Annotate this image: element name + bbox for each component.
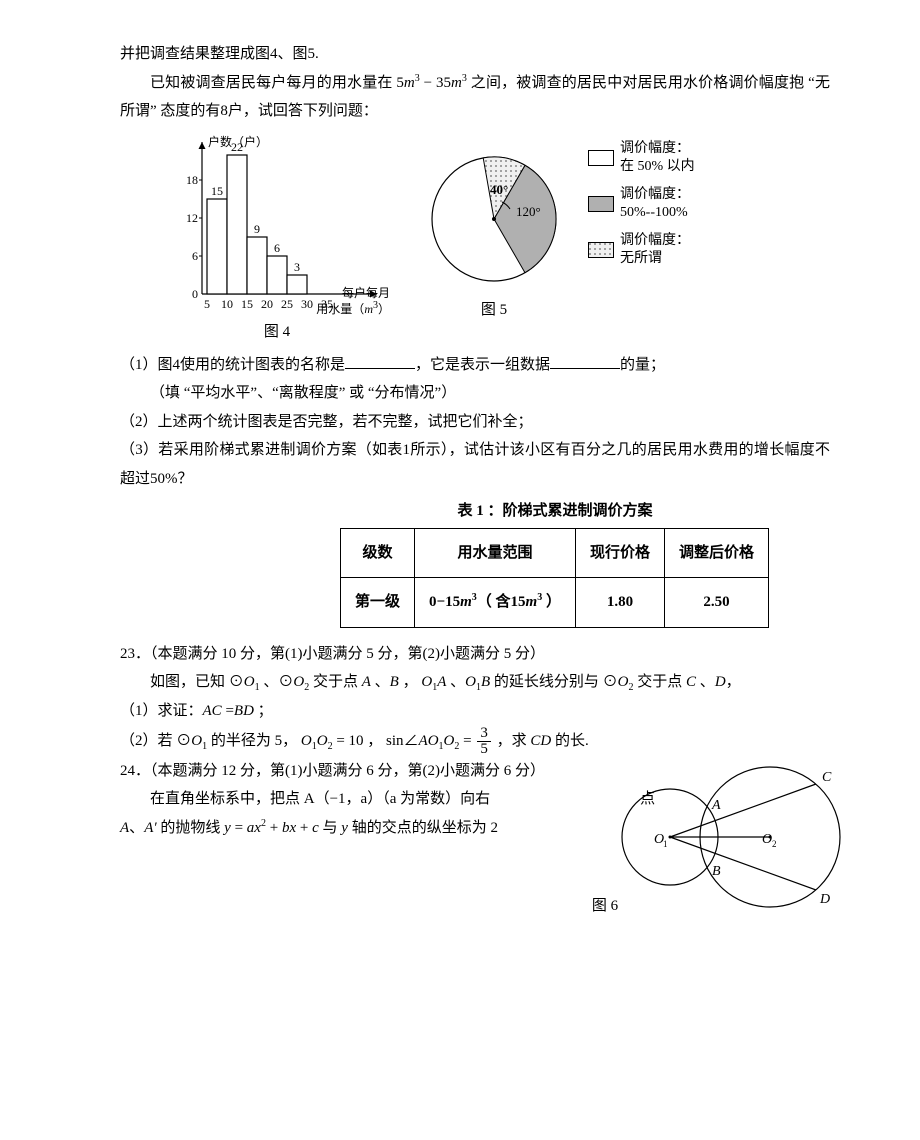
- p23-head: 23．（本题满分 10 分，第(1)小题满分 5 分，第(2)小题满分 5 分）: [120, 640, 830, 669]
- svg-text:12: 12: [186, 211, 198, 225]
- svg-text:6: 6: [192, 249, 198, 263]
- p24-block: 24．（本题满分 12 分，第(1)小题满分 6 分，第(2)小题满分 6 分）…: [120, 757, 830, 843]
- intro2-b: − 35: [420, 75, 451, 91]
- fig6-svg: O 1 O 2 A B C D: [600, 727, 870, 947]
- svg-text:6: 6: [274, 241, 280, 255]
- td-level1: 第一级: [341, 578, 415, 628]
- svg-text:18: 18: [186, 173, 198, 187]
- fig5-legend: 调价幅度：在 50% 以内 调价幅度：50%--100% 调价幅度：无所谓: [588, 140, 695, 273]
- swatch-gray: [588, 196, 614, 212]
- legend-item-3: 调价幅度：无所谓: [588, 232, 695, 268]
- fig5-angle2: 120°: [516, 204, 541, 219]
- th-after: 调整后价格: [664, 528, 768, 578]
- q1-line1: （1）图4使用的统计图表的名称是，它是表示一组数据的量；: [120, 351, 830, 380]
- swatch-white: [588, 150, 614, 166]
- td-now1: 1.80: [575, 578, 664, 628]
- svg-text:D: D: [819, 892, 830, 907]
- svg-text:C: C: [822, 770, 832, 785]
- swatch-dots: [588, 242, 614, 258]
- fig5-caption: 图 5: [481, 296, 507, 325]
- fig5-svg: 40° 120°: [414, 134, 574, 294]
- td-range1: 0−15m3（ 含15m3 ）: [415, 578, 576, 628]
- q2-line: （2）上述两个统计图表是否完整，若不完整，试把它们补全；: [120, 408, 830, 437]
- fig4-yticks: 0 6 12 18: [186, 173, 198, 301]
- svg-text:B: B: [712, 864, 721, 879]
- th-now: 现行价格: [575, 528, 664, 578]
- table1-header-row: 级数 用水量范围 现行价格 调整后价格: [341, 528, 769, 578]
- td-after1: 2.50: [664, 578, 768, 628]
- blank-1[interactable]: [345, 353, 415, 369]
- legend-item-2: 调价幅度：50%--100%: [588, 186, 695, 222]
- fig4-xlabel: 每户每月 用水量（m3）: [160, 286, 394, 317]
- th-range: 用水量范围: [415, 528, 576, 578]
- q3-line: （3）若采用阶梯式累进制调价方案（如表1所示），试估计该小区有百分之几的居民用水…: [120, 436, 830, 493]
- q1-line2: （填 “平均水平”、“离散程度” 或 “分布情况”）: [150, 379, 830, 408]
- blank-2[interactable]: [550, 353, 620, 369]
- svg-text:22: 22: [231, 140, 243, 154]
- intro2-a: 已知被调查居民每户每月的用水量在 5: [150, 75, 404, 91]
- svg-text:3: 3: [294, 260, 300, 274]
- fig4-caption: 图 4: [264, 318, 290, 347]
- table1-caption: 表 1 ：阶梯式累进制调价方案: [280, 497, 830, 526]
- fig5-container: 40° 120° 图 5 调价幅度：在 50% 以内 调价幅度：50%--100…: [414, 134, 695, 325]
- p23-s1: （1）求证：AC =BD ；: [120, 697, 830, 726]
- svg-text:2: 2: [772, 839, 777, 849]
- p23-body: 如图，已知 ⊙O1 、⊙O2 交于点 A 、B ， O1A 、O1B 的延长线分…: [120, 668, 830, 697]
- table1-row1: 第一级 0−15m3（ 含15m3 ） 1.80 2.50: [341, 578, 769, 628]
- intro-line-2: 已知被调查居民每户每月的用水量在 5m3 − 35m3 之间，被调查的居民中对居…: [120, 69, 830, 126]
- svg-text:9: 9: [254, 222, 260, 236]
- svg-text:1: 1: [663, 839, 668, 849]
- svg-text:15: 15: [211, 184, 223, 198]
- fig4-container: 户数（户） 0 6 12 18 15: [160, 134, 394, 347]
- th-level: 级数: [341, 528, 415, 578]
- legend-item-1: 调价幅度：在 50% 以内: [588, 140, 695, 176]
- intro-line-1: 并把调查结果整理成图4、图5.: [120, 40, 830, 69]
- figures-row: 户数（户） 0 6 12 18 15: [160, 134, 830, 347]
- table1: 级数 用水量范围 现行价格 调整后价格 第一级 0−15m3（ 含15m3 ） …: [340, 528, 769, 628]
- fig5-angle1: 40°: [490, 182, 508, 197]
- svg-text:A: A: [711, 798, 721, 813]
- svg-text:O: O: [762, 832, 772, 847]
